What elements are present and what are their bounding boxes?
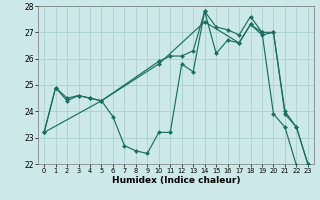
X-axis label: Humidex (Indice chaleur): Humidex (Indice chaleur) xyxy=(112,176,240,185)
